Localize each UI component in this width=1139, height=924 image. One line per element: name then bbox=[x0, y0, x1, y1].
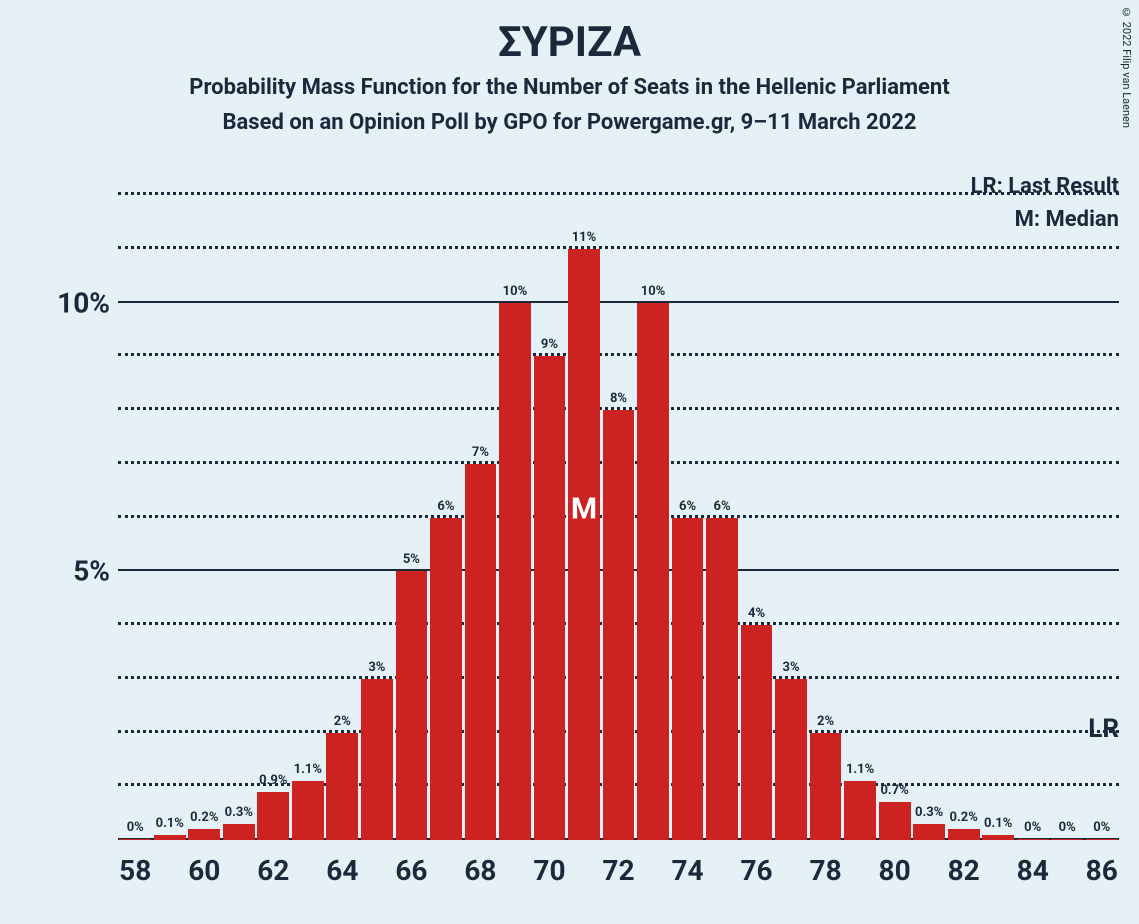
x-axis-tick: 86 bbox=[1086, 854, 1118, 887]
bar: 9% bbox=[534, 356, 566, 840]
bar: 0.9% bbox=[257, 792, 289, 840]
bar: 11% bbox=[568, 249, 600, 840]
x-axis-tick: 80 bbox=[879, 854, 911, 887]
bar-value-label: 4% bbox=[748, 606, 765, 621]
bar-value-label: 2% bbox=[334, 714, 351, 729]
bar-value-label: 0.3% bbox=[225, 805, 253, 820]
x-axis-tick: 66 bbox=[395, 854, 427, 887]
bar-value-label: 6% bbox=[437, 499, 454, 514]
bar-value-label: 0.2% bbox=[190, 810, 218, 825]
bar: 10% bbox=[499, 303, 531, 841]
bar-value-label: 6% bbox=[714, 499, 731, 514]
bar: 4% bbox=[741, 625, 773, 840]
bar-value-label: 10% bbox=[641, 284, 666, 299]
bar: 2% bbox=[810, 733, 842, 841]
bar: 0.3% bbox=[223, 824, 255, 840]
y-axis-label: 10% bbox=[57, 286, 110, 319]
bar-value-label: 9% bbox=[541, 337, 558, 352]
bar-value-label: 0% bbox=[127, 820, 144, 835]
bar-value-label: 0% bbox=[1059, 820, 1076, 835]
lr-marker: LR bbox=[1088, 714, 1119, 744]
bar-value-label: 0.2% bbox=[950, 810, 978, 825]
bar: 6% bbox=[706, 518, 738, 841]
bar: 1.1% bbox=[292, 781, 324, 840]
titles-block: ΣΥΡΙΖΑ Probability Mass Function for the… bbox=[0, 0, 1139, 135]
x-axis-tick: 58 bbox=[119, 854, 151, 887]
copyright-text: © 2022 Filip van Laenen bbox=[1120, 6, 1133, 128]
bar-value-label: 10% bbox=[503, 284, 528, 299]
bar-value-label: 0.9% bbox=[259, 773, 287, 788]
chart-title: ΣΥΡΙΖΑ bbox=[0, 18, 1139, 67]
chart-subtitle-1: Probability Mass Function for the Number… bbox=[0, 75, 1139, 100]
x-axis-tick: 72 bbox=[602, 854, 634, 887]
x-axis-tick: 78 bbox=[810, 854, 842, 887]
x-axis-tick: 62 bbox=[257, 854, 289, 887]
chart-subtitle-2: Based on an Opinion Poll by GPO for Powe… bbox=[0, 110, 1139, 135]
bar-value-label: 0% bbox=[1024, 820, 1041, 835]
bar: 10% bbox=[637, 303, 669, 841]
plot-area: 5%10% 0%0.1%0.2%0.3%0.9%1.1%2%3%5%6%7%10… bbox=[118, 195, 1119, 840]
bar-value-label: 3% bbox=[368, 660, 385, 675]
bar-value-label: 0.1% bbox=[984, 816, 1012, 831]
x-axis-tick: 60 bbox=[188, 854, 220, 887]
bar-value-label: 2% bbox=[817, 714, 834, 729]
bar-value-label: 0.3% bbox=[915, 805, 943, 820]
x-axis-tick: 68 bbox=[464, 854, 496, 887]
bar: 1.1% bbox=[844, 781, 876, 840]
bar: 6% bbox=[430, 518, 462, 841]
bar: 6% bbox=[672, 518, 704, 841]
x-axis-tick: 84 bbox=[1017, 854, 1049, 887]
bar-value-label: 8% bbox=[610, 391, 627, 406]
x-axis-tick: 82 bbox=[948, 854, 980, 887]
bar: 3% bbox=[361, 679, 393, 840]
bar: 0.3% bbox=[913, 824, 945, 840]
x-axis-tick: 64 bbox=[326, 854, 358, 887]
bar: 3% bbox=[775, 679, 807, 840]
bar-value-label: 7% bbox=[472, 445, 489, 460]
x-axis-tick: 70 bbox=[533, 854, 565, 887]
bar-value-label: 0.1% bbox=[156, 816, 184, 831]
x-axis: 58 60 62 64 66 68 70 72 74 76 78 80 82 84 86 bbox=[118, 840, 1119, 900]
bar-value-label: 1.1% bbox=[846, 762, 874, 777]
x-axis-tick: 76 bbox=[740, 854, 772, 887]
bar: 8% bbox=[603, 410, 635, 840]
bar: 0.2% bbox=[188, 829, 220, 840]
bar-value-label: 6% bbox=[679, 499, 696, 514]
bar-value-label: 0.7% bbox=[880, 783, 908, 798]
bars-container: 0%0.1%0.2%0.3%0.9%1.1%2%3%5%6%7%10%9%11%… bbox=[118, 195, 1119, 840]
bar: 5% bbox=[396, 571, 428, 840]
bar: 7% bbox=[465, 464, 497, 840]
median-marker: M bbox=[571, 492, 597, 527]
y-axis-label: 5% bbox=[73, 555, 110, 588]
bar: 0.2% bbox=[948, 829, 980, 840]
bar-value-label: 11% bbox=[572, 230, 597, 245]
x-axis-tick: 74 bbox=[671, 854, 703, 887]
bar: 2% bbox=[326, 733, 358, 841]
chart-area: 5%10% 0%0.1%0.2%0.3%0.9%1.1%2%3%5%6%7%10… bbox=[38, 195, 1119, 900]
bar: 0.7% bbox=[879, 802, 911, 840]
bar-value-label: 5% bbox=[403, 552, 420, 567]
bar-value-label: 1.1% bbox=[294, 762, 322, 777]
bar-value-label: 0% bbox=[1093, 820, 1110, 835]
bar-value-label: 3% bbox=[783, 660, 800, 675]
